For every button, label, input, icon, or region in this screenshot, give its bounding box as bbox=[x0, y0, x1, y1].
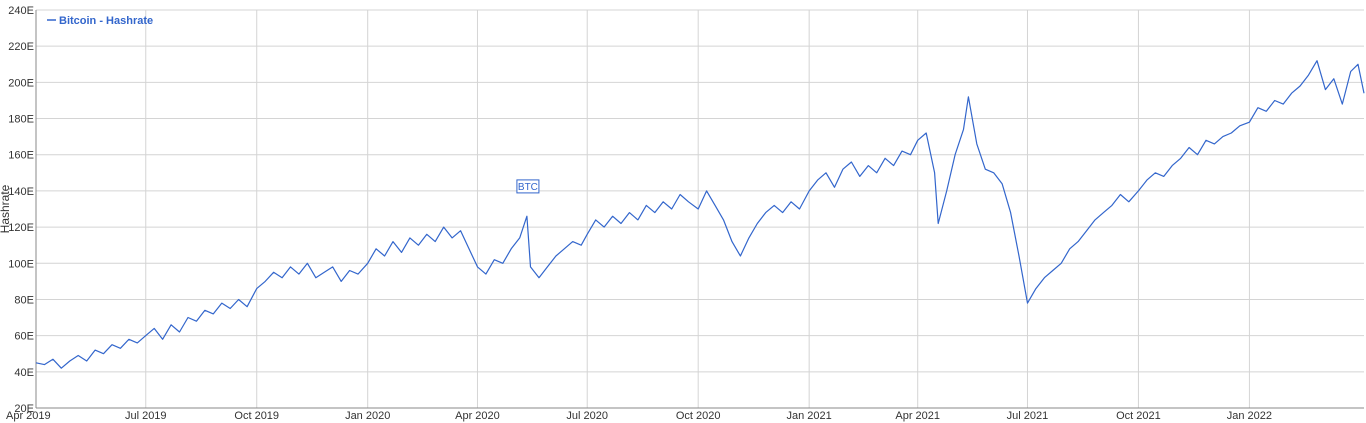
series-line-bitcoin-hashrate bbox=[35, 60, 1365, 369]
annotation-label: BTC bbox=[518, 182, 538, 193]
y-tick-label: 220E bbox=[8, 41, 34, 53]
x-tick-label: Oct 2020 bbox=[676, 410, 721, 422]
y-tick-label: 200E bbox=[8, 77, 34, 89]
x-tick-label: Jul 2019 bbox=[125, 410, 167, 422]
x-tick-label: Oct 2019 bbox=[234, 410, 279, 422]
annotation-box bbox=[516, 179, 540, 194]
y-tick-label: 180E bbox=[8, 114, 34, 126]
y-tick-label: 20E bbox=[14, 403, 34, 415]
chart-legend[interactable]: Bitcoin - Hashrate bbox=[47, 15, 153, 27]
x-tick-labels: Apr 2019 Jul 2019 Oct 2019 Jan 2020 Apr 2020… bbox=[6, 410, 1272, 422]
annotation-marker[interactable]: BTC bbox=[516, 179, 540, 194]
x-tick-label: Oct 2021 bbox=[1116, 410, 1161, 422]
y-tick-labels: 20E 40E 60E 80E 100E 120E 140E 160E 180E 200E 220E… bbox=[8, 5, 34, 415]
chart-grid bbox=[35, 9, 1364, 409]
y-tick-label: 40E bbox=[14, 367, 34, 379]
y-tick-label: 100E bbox=[8, 258, 34, 270]
y-tick-label: 80E bbox=[14, 294, 34, 306]
y-tick-label: 120E bbox=[8, 222, 34, 234]
x-tick-label: Jan 2021 bbox=[787, 410, 832, 422]
legend-entry-bitcoin-hashrate[interactable]: Bitcoin - Hashrate bbox=[59, 15, 153, 27]
x-tick-label: Jul 2021 bbox=[1007, 410, 1049, 422]
x-tick-label: Jan 2020 bbox=[345, 410, 390, 422]
chart-series bbox=[35, 60, 1365, 369]
x-tick-label: Jul 2020 bbox=[566, 410, 608, 422]
y-tick-label: 60E bbox=[14, 331, 34, 343]
y-tick-label: 160E bbox=[8, 150, 34, 162]
x-tick-label: Apr 2021 bbox=[895, 410, 940, 422]
chart-annotations: BTC bbox=[516, 179, 540, 194]
x-tick-label: Apr 2020 bbox=[455, 410, 500, 422]
x-tick-label: Jan 2022 bbox=[1227, 410, 1272, 422]
y-tick-label: 140E bbox=[8, 186, 34, 198]
y-axis-title: Hashrate bbox=[0, 184, 12, 233]
x-tick-label: Apr 2019 bbox=[6, 410, 51, 422]
y-tick-label: 240E bbox=[8, 5, 34, 17]
chart-axes bbox=[35, 10, 1364, 409]
